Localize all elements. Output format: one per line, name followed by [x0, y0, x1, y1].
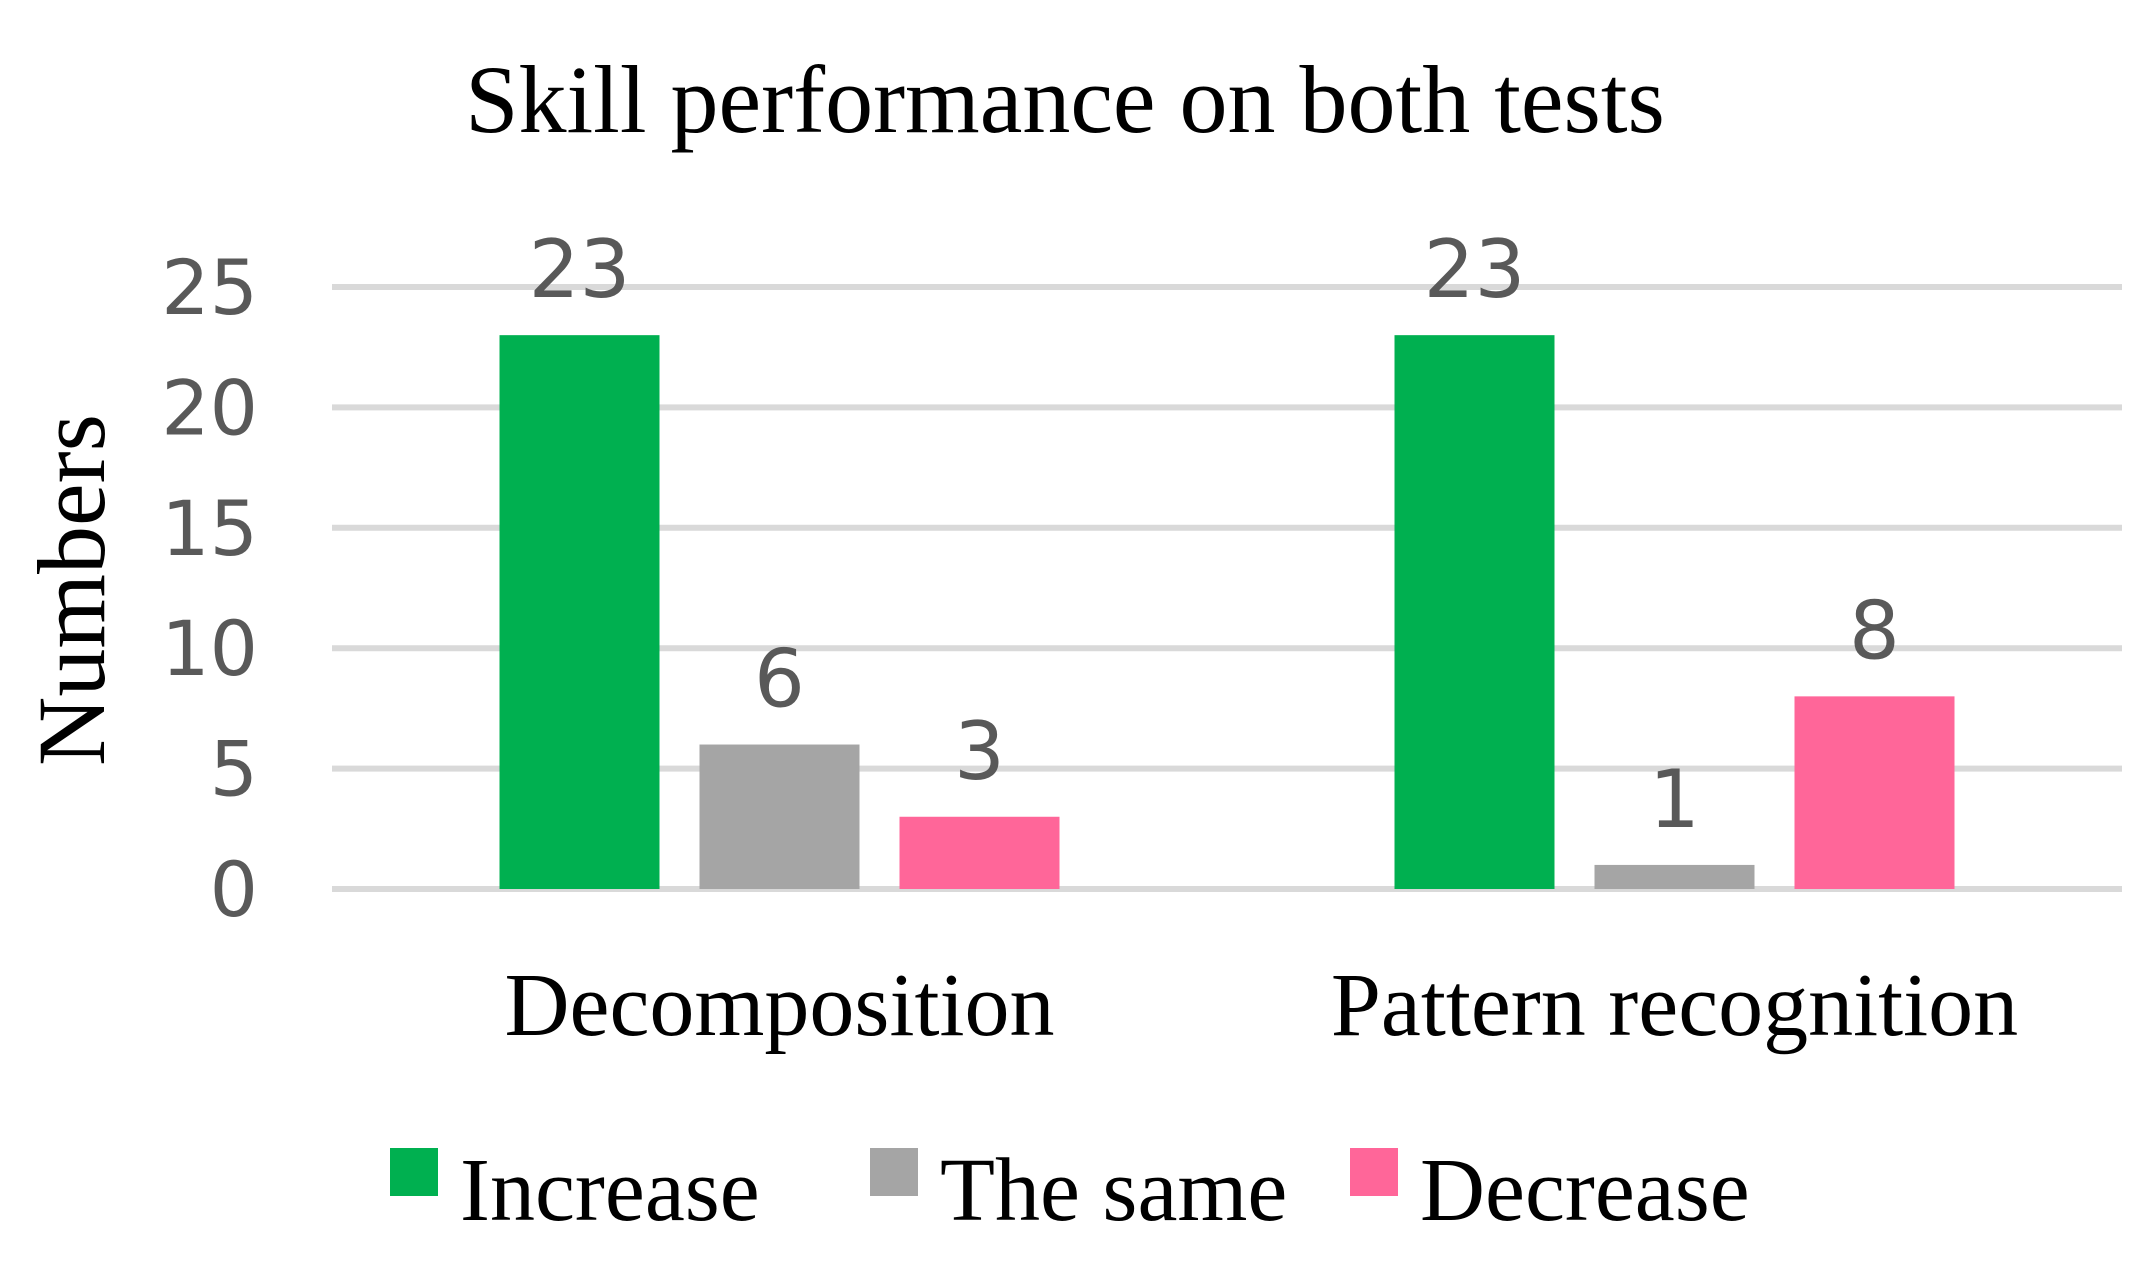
data-label-decomposition-the-same: 6	[754, 633, 805, 726]
legend: Increase The same Decrease	[390, 1141, 1750, 1240]
x-category-label-decomposition: Decomposition	[505, 956, 1055, 1055]
legend-label-the-same: The same	[940, 1141, 1287, 1240]
legend-swatch-increase	[390, 1148, 438, 1196]
y-tick-label-20: 20	[161, 363, 258, 452]
legend-label-increase: Increase	[460, 1141, 760, 1240]
data-label-pattern-recognition-increase: 23	[1424, 223, 1526, 316]
data-label-decomposition-decrease: 3	[954, 705, 1005, 798]
data-labels: 23 6 3 23 1 8	[529, 223, 1900, 846]
y-tick-label-5: 5	[210, 725, 258, 814]
y-axis-ticks: 0 5 10 15 20 25	[161, 243, 258, 934]
legend-swatch-decrease	[1350, 1148, 1398, 1196]
y-axis-label: Numbers	[18, 414, 125, 766]
bar-pattern-recognition-increase	[1394, 335, 1555, 889]
data-label-pattern-recognition-decrease: 8	[1849, 584, 1900, 677]
y-tick-label-15: 15	[161, 484, 258, 573]
x-axis-categories: Decomposition Pattern recognition	[505, 956, 2019, 1055]
data-label-pattern-recognition-the-same: 1	[1649, 753, 1700, 846]
y-tick-label-10: 10	[161, 604, 258, 693]
y-tick-label-0: 0	[210, 845, 258, 934]
legend-swatch-the-same	[870, 1148, 918, 1196]
y-tick-label-25: 25	[161, 243, 258, 332]
bar-pattern-recognition-the-same	[1594, 864, 1755, 889]
data-label-decomposition-increase: 23	[529, 223, 631, 316]
bar-decomposition-decrease	[899, 816, 1060, 889]
chart-title: Skill performance on both tests	[465, 46, 1665, 153]
bar-pattern-recognition-decrease	[1794, 696, 1955, 889]
bar-decomposition-the-same	[699, 744, 860, 889]
x-category-label-pattern-recognition: Pattern recognition	[1331, 956, 2018, 1055]
bars	[499, 335, 1955, 889]
bar-decomposition-increase	[499, 335, 660, 889]
legend-label-decrease: Decrease	[1420, 1141, 1750, 1240]
